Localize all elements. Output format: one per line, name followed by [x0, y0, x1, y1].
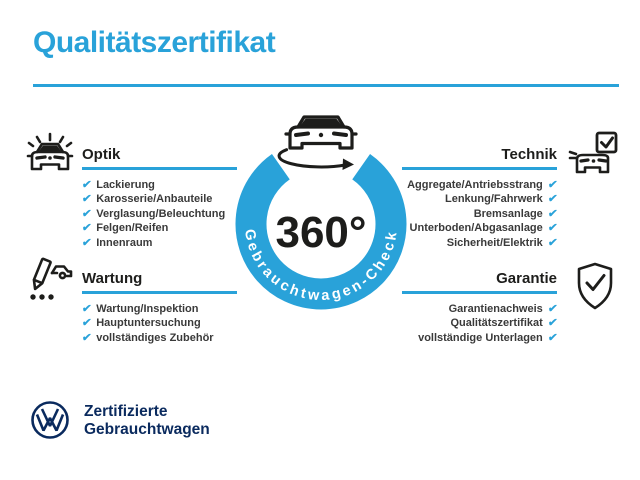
- check-icon: ✔: [81, 207, 93, 220]
- checklist-item: Bremsanlage ✔: [402, 207, 558, 222]
- section-garantie-items: Garantienachweis ✔ Qualitätszertifikat ✔ v…: [402, 302, 558, 346]
- section-optik-underline: [82, 167, 237, 170]
- check-icon: ✔: [81, 317, 93, 329]
- car-shine-icon: [23, 127, 77, 181]
- section-technik-items: Aggregate/Antriebsstrang ✔ Lenkung/Fahrwe…: [402, 178, 558, 251]
- badge-center-label: 360°: [275, 208, 366, 257]
- checklist-item: Lenkung/Fahrwerk ✔: [402, 192, 558, 207]
- check-icon: ✔: [546, 222, 558, 234]
- checklist-item: ✔ Verglasung/Beleuchtung: [81, 207, 237, 222]
- footer-brand-text: Zertifizierte Gebrauchtwagen: [84, 403, 210, 438]
- checklist-item: ✔ Karosserie/Anbauteile: [81, 192, 237, 207]
- checklist-item-label: Wartung/Inspektion: [96, 302, 199, 315]
- pencil-car-checklist-icon: [21, 256, 75, 310]
- section-optik-items: ✔ Lackierung ✔ Karosserie/Anbauteile ✔ Verg…: [81, 178, 237, 251]
- check-icon: ✔: [81, 222, 93, 234]
- checklist-item: Aggregate/Antriebsstrang ✔: [402, 178, 558, 193]
- check-icon: ✔: [81, 236, 93, 249]
- section-technik-underline: [402, 167, 557, 170]
- page-title: Qualitätszertifikat: [33, 26, 276, 59]
- header-divider: [33, 84, 619, 87]
- checklist-item: ✔ Lackierung: [81, 178, 237, 193]
- checklist-item-label: Hauptuntersuchung: [96, 317, 201, 329]
- checklist-item: Garantienachweis ✔: [402, 302, 558, 317]
- section-technik-title: Technik: [501, 146, 557, 163]
- section-garantie: Garantie Garantienachweis ✔ Qualitätszert…: [402, 270, 558, 346]
- checklist-item: ✔ Wartung/Inspektion: [81, 302, 237, 317]
- checklist-item-label: Aggregate/Antriebsstrang: [407, 178, 543, 191]
- section-optik-title: Optik: [82, 146, 121, 163]
- checklist-item-label: Karosserie/Anbauteile: [96, 193, 213, 205]
- check-icon: ✔: [81, 302, 93, 315]
- checklist-item: ✔ Hauptuntersuchung: [81, 316, 237, 331]
- footer-brand-line2: Gebrauchtwagen: [84, 420, 210, 438]
- car-rotation-icon: [277, 115, 358, 170]
- checklist-item: Unterboden/Abgasanlage ✔: [402, 221, 558, 236]
- checklist-item: ✔ vollständiges Zubehör: [81, 331, 237, 346]
- section-technik: Technik Aggregate/Antriebsstrang ✔ Lenkun…: [402, 146, 558, 251]
- checklist-item-label: Sicherheit/Elektrik: [446, 236, 543, 249]
- checklist-item-label: Innenraum: [96, 236, 153, 249]
- check-icon: ✔: [81, 178, 93, 191]
- badge-ring: [235, 153, 407, 310]
- check-icon: ✔: [546, 178, 558, 191]
- checklist-item-label: Bremsanlage: [473, 207, 543, 220]
- checklist-item-label: Verglasung/Beleuchtung: [96, 207, 226, 220]
- section-wartung-items: ✔ Wartung/Inspektion ✔ Hauptuntersuchung ✔…: [81, 302, 237, 346]
- vw-logo: [30, 400, 70, 440]
- car-checkbox-icon: [566, 127, 622, 181]
- checklist-item-label: Qualitätszertifikat: [450, 317, 543, 329]
- check-icon: ✔: [546, 236, 558, 249]
- section-optik: Optik ✔ Lackierung ✔ Karosserie/Anbauteile…: [81, 146, 237, 251]
- check-icon: ✔: [546, 317, 558, 329]
- section-wartung: Wartung ✔ Wartung/Inspektion ✔ Hauptunters…: [81, 270, 237, 346]
- section-wartung-title: Wartung: [82, 270, 143, 287]
- checklist-item: Qualitätszertifikat ✔: [402, 316, 557, 331]
- checklist-item-label: Garantienachweis: [448, 302, 543, 315]
- section-garantie-underline: [402, 291, 557, 294]
- checklist-item-label: vollständiges Zubehör: [96, 331, 214, 344]
- section-wartung-underline: [82, 291, 237, 294]
- checklist-item: ✔ Felgen/Reifen: [81, 221, 237, 236]
- check-icon: ✔: [546, 302, 558, 315]
- check-icon: ✔: [546, 193, 558, 205]
- checklist-item-label: Unterboden/Abgasanlage: [409, 222, 543, 234]
- checklist-item-label: Lenkung/Fahrwerk: [444, 193, 543, 205]
- checklist-item-label: Lackierung: [96, 178, 155, 191]
- shield-check-icon: [571, 261, 619, 315]
- check-icon: ✔: [546, 331, 558, 344]
- checklist-item: Sicherheit/Elektrik ✔: [402, 236, 558, 251]
- check-icon: ✔: [81, 193, 93, 205]
- check-icon: ✔: [546, 207, 558, 220]
- 360-check-badge: Gebrauchtwagen-Check 360°: [227, 108, 415, 314]
- footer-brand-line1: Zertifizierte: [84, 403, 168, 420]
- checklist-item-label: vollständige Unterlagen: [418, 331, 543, 344]
- checklist-item-label: Felgen/Reifen: [96, 222, 169, 234]
- check-icon: ✔: [81, 331, 93, 344]
- checklist-item: ✔ Innenraum: [81, 236, 237, 251]
- checklist-item: vollständige Unterlagen ✔: [402, 331, 558, 346]
- section-garantie-title: Garantie: [496, 270, 557, 287]
